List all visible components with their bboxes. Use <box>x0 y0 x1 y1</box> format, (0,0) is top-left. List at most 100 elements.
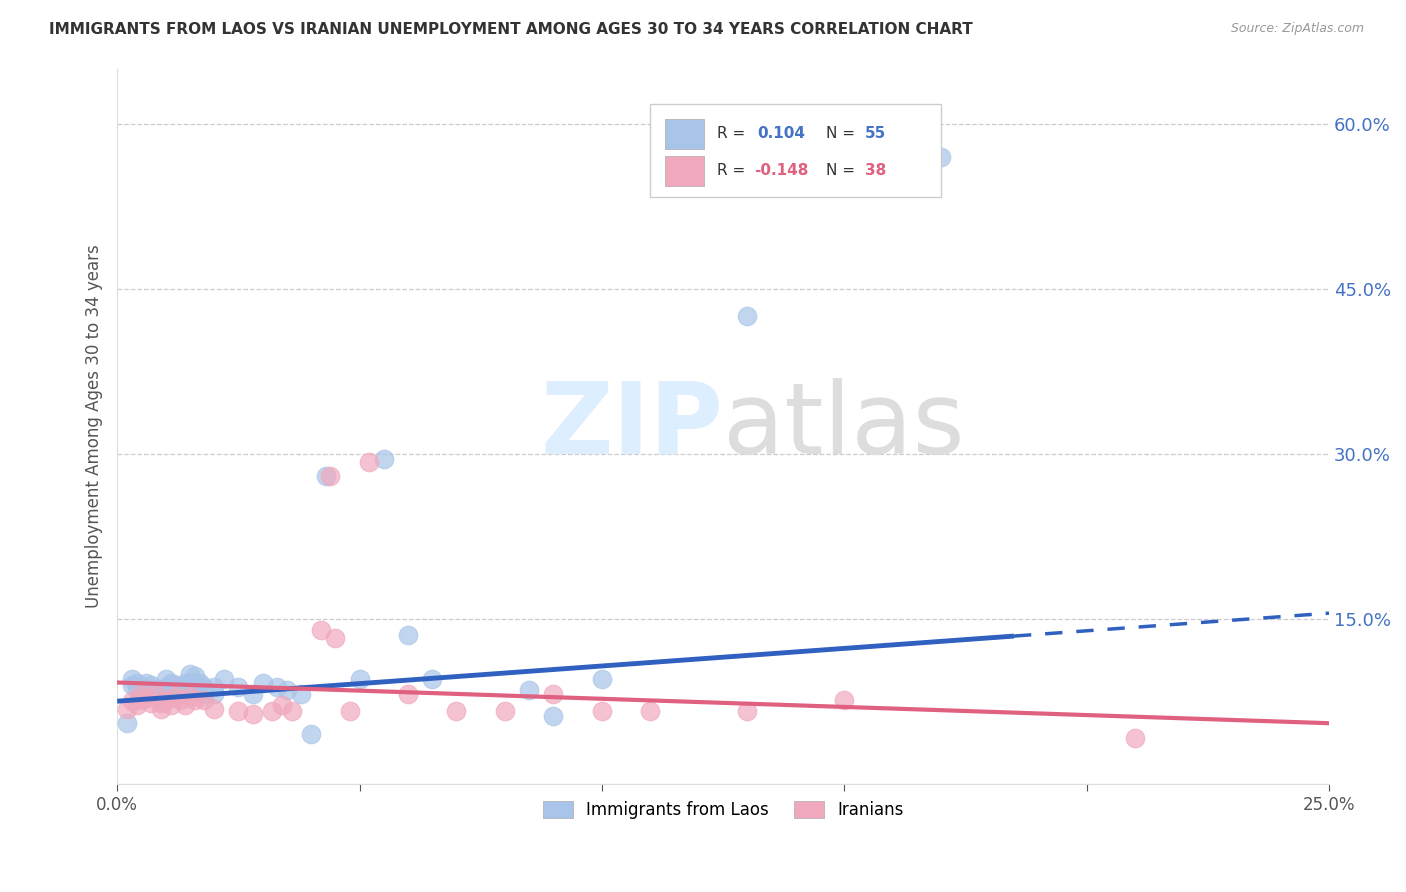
Point <box>179 689 201 703</box>
Text: R =: R = <box>717 163 751 178</box>
Point <box>349 672 371 686</box>
Point <box>174 698 197 712</box>
Text: 55: 55 <box>865 126 886 141</box>
Point <box>155 672 177 686</box>
Point <box>359 455 381 469</box>
Point <box>169 686 191 700</box>
Point <box>165 689 187 703</box>
Point <box>266 680 288 694</box>
Y-axis label: Unemployment Among Ages 30 to 34 years: Unemployment Among Ages 30 to 34 years <box>86 244 103 608</box>
Point <box>155 680 177 694</box>
Point <box>159 690 181 704</box>
Point <box>591 672 613 686</box>
Point <box>121 694 143 708</box>
Point <box>131 686 153 700</box>
Point <box>149 694 172 708</box>
Point <box>145 686 167 700</box>
Point <box>228 704 250 718</box>
Point <box>543 686 565 700</box>
Point <box>155 693 177 707</box>
Point <box>202 702 225 716</box>
Point <box>131 686 153 700</box>
Point <box>184 675 207 690</box>
Text: R =: R = <box>717 126 751 141</box>
Point <box>290 686 312 700</box>
Point <box>179 675 201 690</box>
Point <box>446 704 468 718</box>
Point <box>165 678 187 692</box>
Point <box>131 680 153 694</box>
Point <box>228 680 250 694</box>
Point <box>125 683 148 698</box>
Text: 38: 38 <box>865 163 886 178</box>
Point <box>591 704 613 718</box>
Point <box>174 675 197 690</box>
Point <box>159 698 181 712</box>
Point <box>121 678 143 692</box>
Point <box>139 678 162 692</box>
Text: ZIP: ZIP <box>540 377 723 475</box>
Point <box>242 707 264 722</box>
FancyBboxPatch shape <box>665 119 704 149</box>
Point <box>131 693 153 707</box>
Point <box>169 680 191 694</box>
Point <box>737 309 759 323</box>
Point <box>271 698 294 712</box>
Point <box>1123 731 1146 745</box>
Text: -0.148: -0.148 <box>755 163 808 178</box>
Point <box>494 704 516 718</box>
Point <box>149 702 172 716</box>
Point <box>319 468 342 483</box>
Point <box>188 682 211 697</box>
Point <box>188 675 211 690</box>
Point <box>139 685 162 699</box>
Point <box>276 683 298 698</box>
Point <box>929 150 952 164</box>
Point <box>135 690 157 705</box>
Point <box>155 686 177 700</box>
Point <box>396 628 419 642</box>
Text: 0.104: 0.104 <box>756 126 806 141</box>
Point <box>139 697 162 711</box>
Point <box>145 682 167 697</box>
Point <box>125 698 148 712</box>
Text: N =: N = <box>827 126 860 141</box>
Legend: Immigrants from Laos, Iranians: Immigrants from Laos, Iranians <box>536 794 910 825</box>
Point <box>309 623 332 637</box>
Point <box>832 693 855 707</box>
Point <box>165 685 187 699</box>
Point <box>115 702 138 716</box>
Point <box>184 693 207 707</box>
Point <box>121 672 143 686</box>
Point <box>193 686 215 700</box>
FancyBboxPatch shape <box>665 156 704 186</box>
Point <box>202 686 225 700</box>
Point <box>262 704 284 718</box>
Point <box>145 690 167 704</box>
Point <box>174 682 197 697</box>
Point <box>420 672 443 686</box>
Point <box>115 716 138 731</box>
Point <box>299 727 322 741</box>
Point <box>169 693 191 707</box>
Point <box>193 680 215 694</box>
Point <box>149 697 172 711</box>
FancyBboxPatch shape <box>651 104 941 197</box>
Point <box>323 632 346 646</box>
Point <box>517 683 540 698</box>
Point <box>737 704 759 718</box>
Point <box>212 672 235 686</box>
Text: Source: ZipAtlas.com: Source: ZipAtlas.com <box>1230 22 1364 36</box>
Point <box>339 704 361 718</box>
Point <box>242 686 264 700</box>
Point <box>149 686 172 700</box>
Point <box>193 693 215 707</box>
Point <box>125 675 148 690</box>
Point <box>159 683 181 698</box>
Text: atlas: atlas <box>723 377 965 475</box>
Text: N =: N = <box>827 163 860 178</box>
Point <box>373 452 395 467</box>
Text: IMMIGRANTS FROM LAOS VS IRANIAN UNEMPLOYMENT AMONG AGES 30 TO 34 YEARS CORRELATI: IMMIGRANTS FROM LAOS VS IRANIAN UNEMPLOY… <box>49 22 973 37</box>
Point <box>315 468 337 483</box>
Point <box>159 675 181 690</box>
